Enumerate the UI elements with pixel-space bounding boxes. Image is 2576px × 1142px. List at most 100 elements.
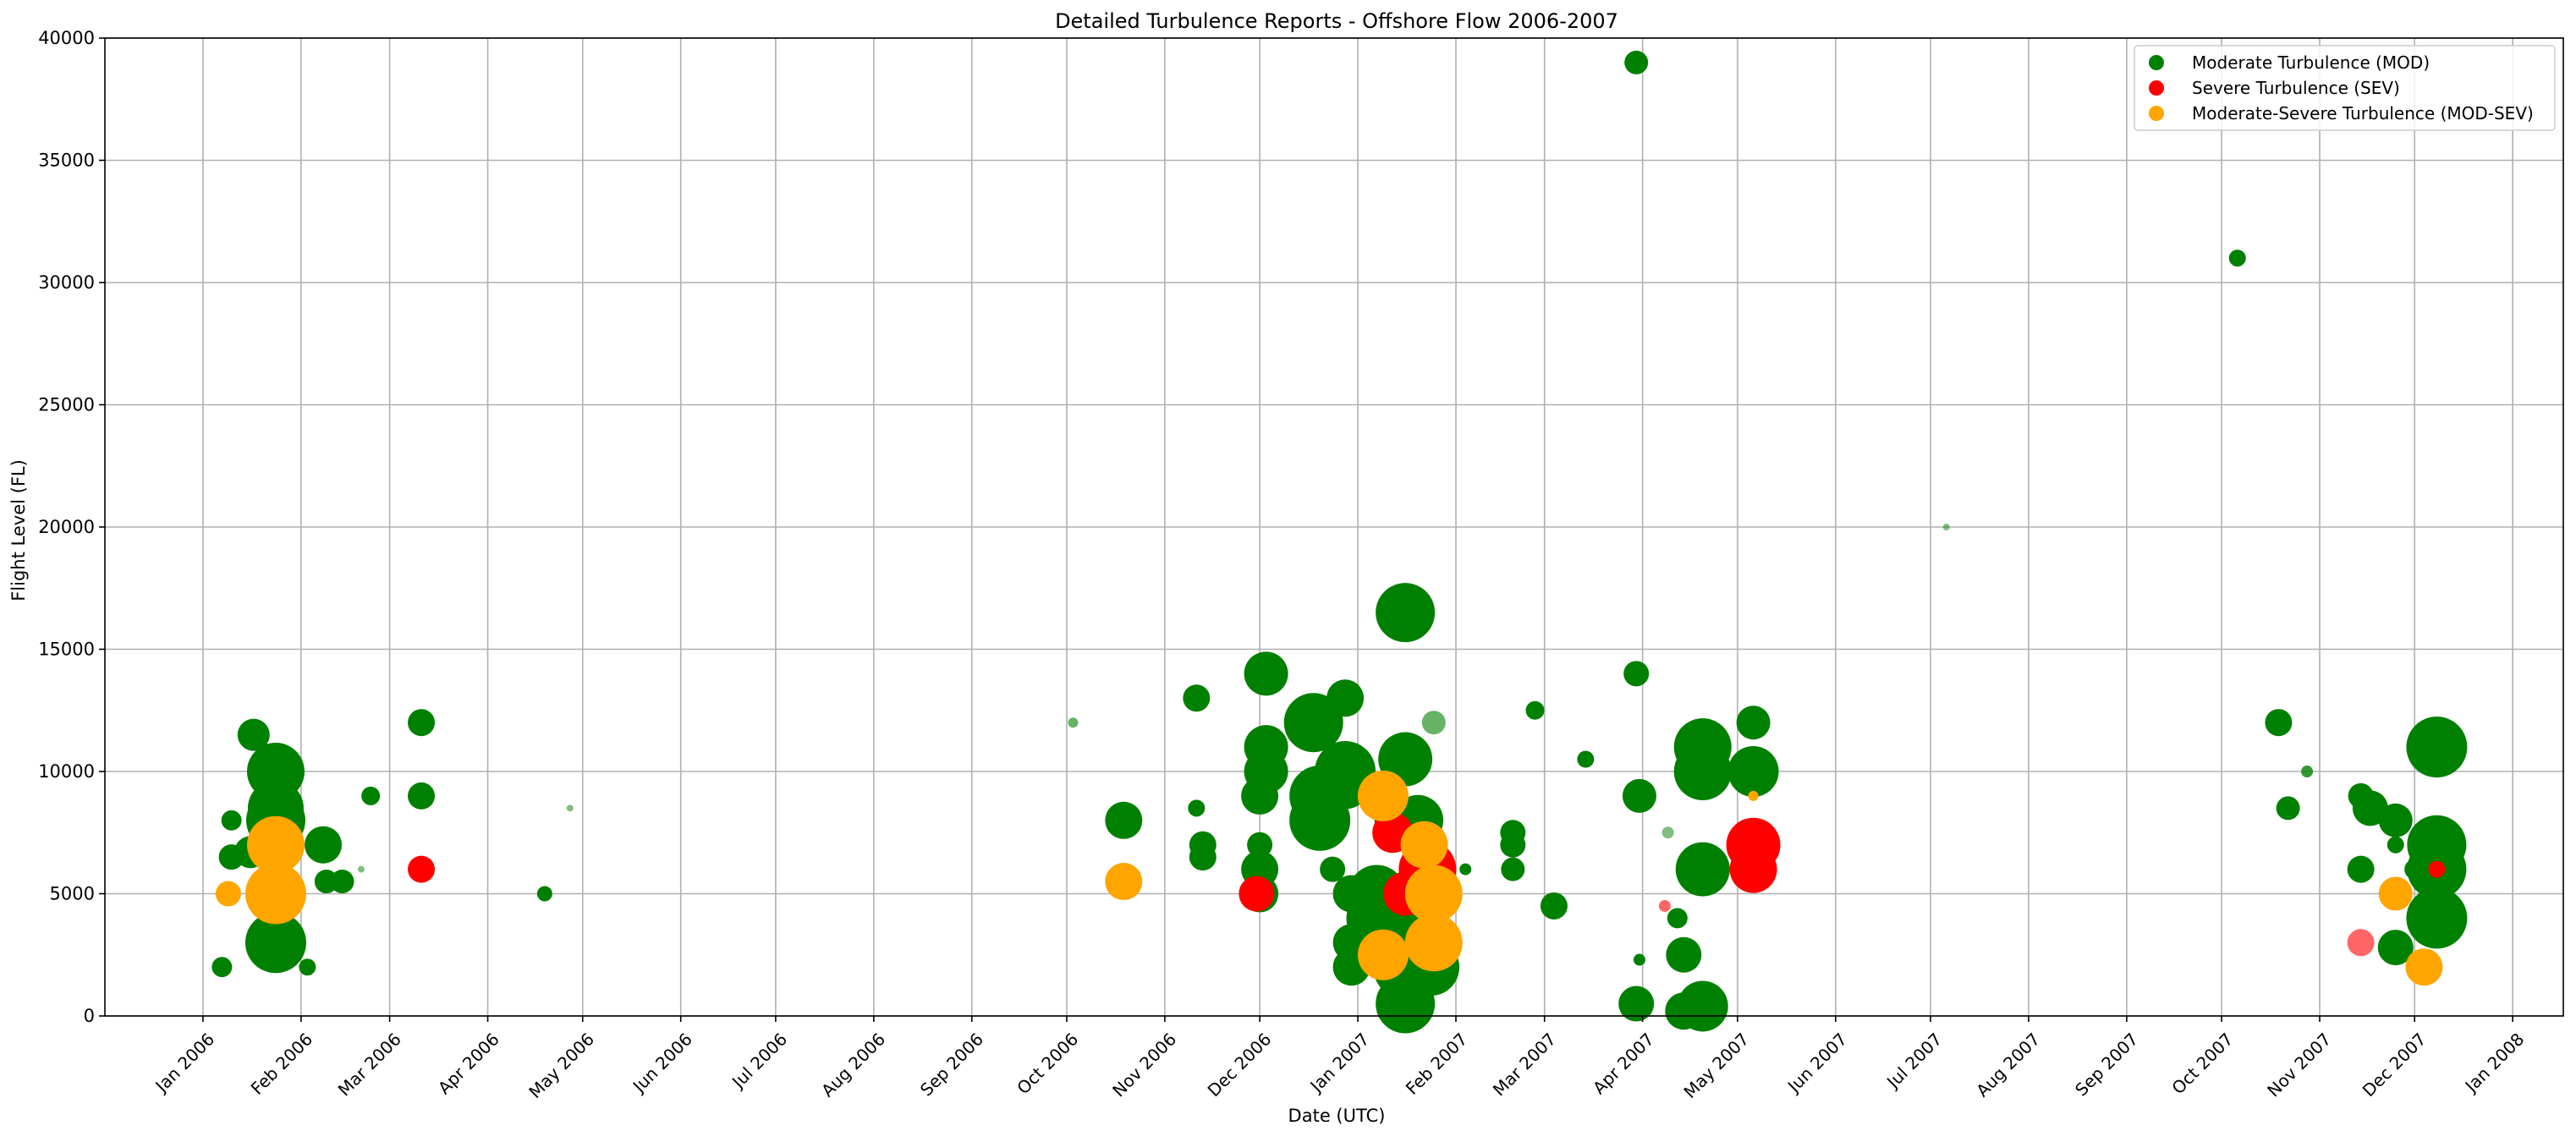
data-point bbox=[1105, 863, 1143, 901]
data-point bbox=[2265, 709, 2293, 737]
data-point bbox=[1500, 832, 1526, 858]
data-point bbox=[244, 863, 306, 925]
x-tick-label: Aug 2007 bbox=[1972, 1029, 2044, 1101]
y-tick-label: 20000 bbox=[38, 517, 95, 537]
data-point bbox=[221, 810, 242, 831]
y-tick-label: 10000 bbox=[38, 761, 95, 782]
data-point bbox=[1677, 980, 1728, 1032]
grid-lines bbox=[105, 37, 2563, 1017]
data-point bbox=[2347, 929, 2375, 957]
data-point bbox=[1658, 899, 1671, 912]
x-tick-label: Jul 2007 bbox=[1881, 1029, 1946, 1093]
x-tick-label: Dec 2007 bbox=[2359, 1029, 2430, 1101]
data-point bbox=[1624, 50, 1649, 74]
data-point bbox=[1736, 706, 1771, 740]
x-tick-label: Apr 2006 bbox=[434, 1029, 503, 1098]
data-point bbox=[1666, 936, 1702, 973]
data-point bbox=[2405, 948, 2443, 986]
x-tick-label: Nov 2007 bbox=[2263, 1029, 2335, 1101]
data-point bbox=[2387, 836, 2404, 854]
x-axis-label: Date (UTC) bbox=[1288, 1106, 1386, 1126]
data-point bbox=[1404, 914, 1463, 972]
data-point bbox=[1400, 821, 1448, 869]
data-point bbox=[2347, 855, 2375, 883]
data-point bbox=[1189, 843, 1217, 871]
series-1 bbox=[211, 50, 2468, 1034]
data-point bbox=[536, 886, 552, 902]
x-tick-label: Feb 2007 bbox=[1402, 1029, 1471, 1098]
legend: Moderate Turbulence (MOD) Severe Turbulen… bbox=[2134, 45, 2556, 131]
data-point bbox=[1247, 832, 1273, 858]
data-point bbox=[408, 782, 436, 810]
x-tick-label: Jun 2006 bbox=[628, 1029, 696, 1097]
data-point bbox=[211, 957, 233, 978]
data-point bbox=[1283, 693, 1343, 753]
x-tick-label: Oct 2007 bbox=[2167, 1029, 2237, 1098]
data-point bbox=[408, 855, 436, 883]
data-point bbox=[1729, 845, 1777, 893]
data-point bbox=[1673, 743, 1732, 800]
x-tick-label: Jul 2006 bbox=[727, 1029, 791, 1093]
x-tick-label: Sep 2006 bbox=[916, 1029, 987, 1100]
legend-marker bbox=[2149, 106, 2164, 121]
chart-title: Detailed Turbulence Reports - Offshore F… bbox=[1055, 9, 1618, 33]
y-tick-label: 25000 bbox=[38, 395, 95, 415]
x-tick-label: Jun 2007 bbox=[1782, 1029, 1851, 1097]
data-point bbox=[2428, 860, 2446, 878]
data-point bbox=[1404, 865, 1463, 923]
x-tick-label: Mar 2007 bbox=[1489, 1029, 1560, 1100]
x-tick-label: Sep 2007 bbox=[2071, 1029, 2142, 1100]
data-point bbox=[1068, 717, 1079, 728]
data-point bbox=[237, 718, 270, 751]
x-tick-label: May 2007 bbox=[1679, 1029, 1753, 1102]
legend-marker bbox=[2149, 55, 2164, 70]
data-point bbox=[1942, 524, 1950, 530]
data-point bbox=[2406, 887, 2468, 949]
y-tick-label: 30000 bbox=[38, 272, 95, 293]
x-tick-label: Feb 2006 bbox=[247, 1029, 316, 1098]
y-tick-label: 35000 bbox=[38, 151, 95, 171]
data-point bbox=[2301, 766, 2314, 777]
data-point bbox=[1239, 876, 1275, 912]
legend-label: Moderate Turbulence (MOD) bbox=[2192, 52, 2430, 73]
x-tick-label: Oct 2006 bbox=[1013, 1029, 1082, 1098]
data-point bbox=[299, 958, 316, 976]
x-tick-label: Aug 2006 bbox=[817, 1029, 889, 1101]
data-point bbox=[2378, 876, 2413, 911]
x-tick-label: Dec 2006 bbox=[1204, 1029, 1276, 1101]
data-point bbox=[408, 709, 436, 737]
data-point bbox=[1105, 801, 1143, 839]
data-points bbox=[211, 50, 2468, 1034]
data-point bbox=[1540, 892, 1568, 920]
data-point bbox=[1622, 778, 1656, 813]
data-point bbox=[244, 912, 306, 974]
data-point bbox=[1577, 750, 1595, 768]
legend-marker bbox=[2149, 80, 2164, 96]
series-3 bbox=[215, 770, 2443, 986]
data-point bbox=[361, 786, 381, 805]
legend-box bbox=[2134, 45, 2556, 131]
data-point bbox=[566, 804, 574, 812]
data-point bbox=[2377, 930, 2414, 966]
data-point bbox=[1748, 790, 1759, 801]
x-tick-label: Mar 2006 bbox=[334, 1029, 405, 1100]
data-point bbox=[1326, 679, 1365, 717]
legend-label: Moderate-Severe Turbulence (MOD-SEV) bbox=[2192, 103, 2534, 124]
data-point bbox=[330, 870, 354, 894]
legend-label: Severe Turbulence (SEV) bbox=[2192, 78, 2400, 98]
y-tick-label: 0 bbox=[84, 1006, 95, 1026]
x-tick-label: Jan 2007 bbox=[1305, 1029, 1374, 1097]
data-point bbox=[1244, 651, 1288, 696]
data-point bbox=[1188, 799, 1206, 817]
data-point bbox=[1623, 661, 1650, 687]
data-point bbox=[1727, 746, 1779, 797]
data-point bbox=[2406, 716, 2468, 778]
y-tick-label: 15000 bbox=[38, 640, 95, 660]
data-point bbox=[1421, 711, 1446, 735]
data-point bbox=[215, 881, 241, 907]
data-point bbox=[1357, 929, 1409, 980]
data-point bbox=[1183, 684, 1211, 712]
data-point bbox=[1244, 749, 1288, 793]
